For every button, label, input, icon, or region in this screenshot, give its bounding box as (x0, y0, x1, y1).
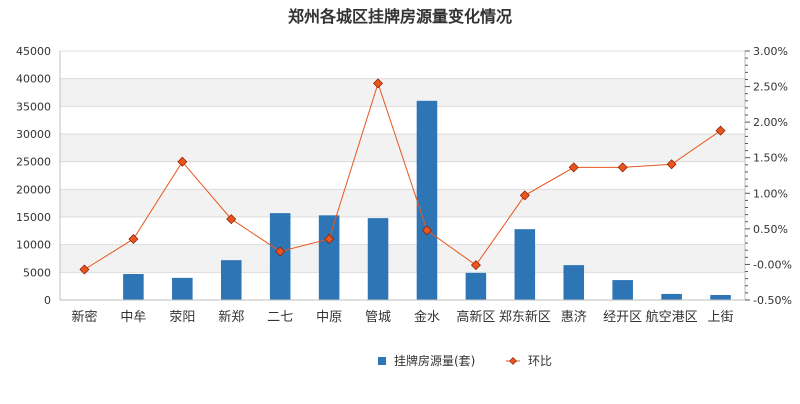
ratio-point-中原 (324, 234, 335, 244)
bar-上街 (710, 295, 731, 300)
right-tick-label: 1.00% (753, 187, 788, 200)
ratio-point-新密 (79, 264, 90, 275)
legend-line-label: 环比 (528, 354, 552, 368)
ratio-point-新郑 (226, 214, 237, 225)
bar-中牟 (123, 273, 144, 300)
category-label: 中原 (316, 310, 342, 325)
left-tick-label: 20000 (16, 183, 51, 196)
ratio-point-荥阳 (177, 156, 188, 167)
gridlines (60, 50, 745, 301)
left-tick-label: 35000 (16, 100, 51, 113)
left-tick-label: 30000 (16, 128, 51, 141)
bar-新郑 (220, 260, 242, 300)
left-tick-label: 10000 (16, 239, 51, 252)
category-label: 上街 (708, 310, 734, 325)
ratio-point-经开区 (617, 162, 628, 173)
legend-bar-swatch (378, 357, 386, 365)
ratio-point-管城 (373, 78, 384, 89)
background-band (60, 78, 745, 107)
left-tick-label: 0 (44, 294, 51, 307)
category-label: 郑东新区 (499, 309, 551, 325)
category-label: 新密 (71, 309, 97, 325)
bar-金水 (416, 100, 438, 300)
category-label: 经开区 (603, 310, 642, 325)
bar-高新区 (465, 272, 487, 300)
bar-荥阳 (172, 277, 193, 300)
bar-经开区 (612, 280, 633, 300)
right-tick-label: 2.00% (753, 116, 788, 129)
bar-惠济 (563, 265, 585, 300)
category-label: 金水 (414, 309, 440, 325)
left-tick-label: 40000 (16, 73, 51, 86)
bar-series (123, 100, 731, 300)
category-label: 高新区 (456, 309, 495, 325)
background-band (60, 189, 745, 217)
ratio-line (84, 81, 721, 270)
category-label: 二七 (267, 310, 293, 325)
background-band (60, 244, 745, 273)
left-tick-label: 5000 (23, 266, 51, 279)
right-tick-label: -0.00% (753, 258, 792, 271)
right-tick-label: 1.50% (753, 152, 788, 165)
category-label: 中牟 (120, 310, 146, 325)
bar-二七 (269, 213, 291, 300)
right-tick-label: 3.00% (753, 45, 788, 58)
axes (59, 50, 750, 301)
right-tick-label: 2.50% (753, 81, 788, 94)
category-label: 惠济 (561, 310, 587, 325)
legend-line-marker (509, 357, 517, 365)
background-bands (60, 78, 745, 273)
line-series (79, 78, 726, 275)
right-tick-label: -0.50% (753, 294, 792, 307)
chart-title: 郑州各城区挂牌房源量变化情况 (288, 7, 512, 26)
ratio-point-二七 (275, 246, 286, 257)
left-axis-labels: 0 5000 10000 15000 20000 25000 30000 35000 40000… (16, 45, 51, 307)
ratio-point-航空港区 (666, 159, 677, 170)
bar-航空港区 (661, 293, 682, 300)
x-axis-labels: 新密 中牟 荥阳 新郑 二七 中原 管城 金水 高新区 郑东新区 惠济 经开区 航空港区 上街 (71, 309, 733, 325)
category-label: 管城 (365, 310, 391, 325)
legend-bar-label: 挂牌房源量(套) (394, 353, 475, 368)
ratio-point-高新区 (470, 260, 481, 271)
category-label: 航空港区 (646, 309, 698, 325)
bar-管城 (367, 218, 389, 300)
ratio-point-中牟 (128, 234, 139, 244)
legend: 挂牌房源量(套) 环比 (378, 353, 552, 368)
ratio-point-郑东新区 (519, 190, 530, 201)
left-tick-label: 25000 (16, 156, 51, 169)
category-label: 荥阳 (169, 310, 195, 325)
ratio-point-惠济 (568, 162, 579, 173)
bar-中原 (318, 215, 340, 300)
right-axis-labels: -0.50% -0.00% 0.50% 1.00% 1.50% 2.00% 2.50% 3.0… (753, 45, 792, 307)
left-tick-label: 45000 (16, 45, 51, 58)
category-label: 新郑 (218, 309, 244, 325)
ratio-point-金水 (421, 225, 432, 236)
ratio-point-上街 (715, 125, 726, 136)
right-tick-label: 0.50% (753, 223, 788, 236)
bar-郑东新区 (514, 229, 536, 300)
left-tick-label: 15000 (16, 211, 51, 224)
